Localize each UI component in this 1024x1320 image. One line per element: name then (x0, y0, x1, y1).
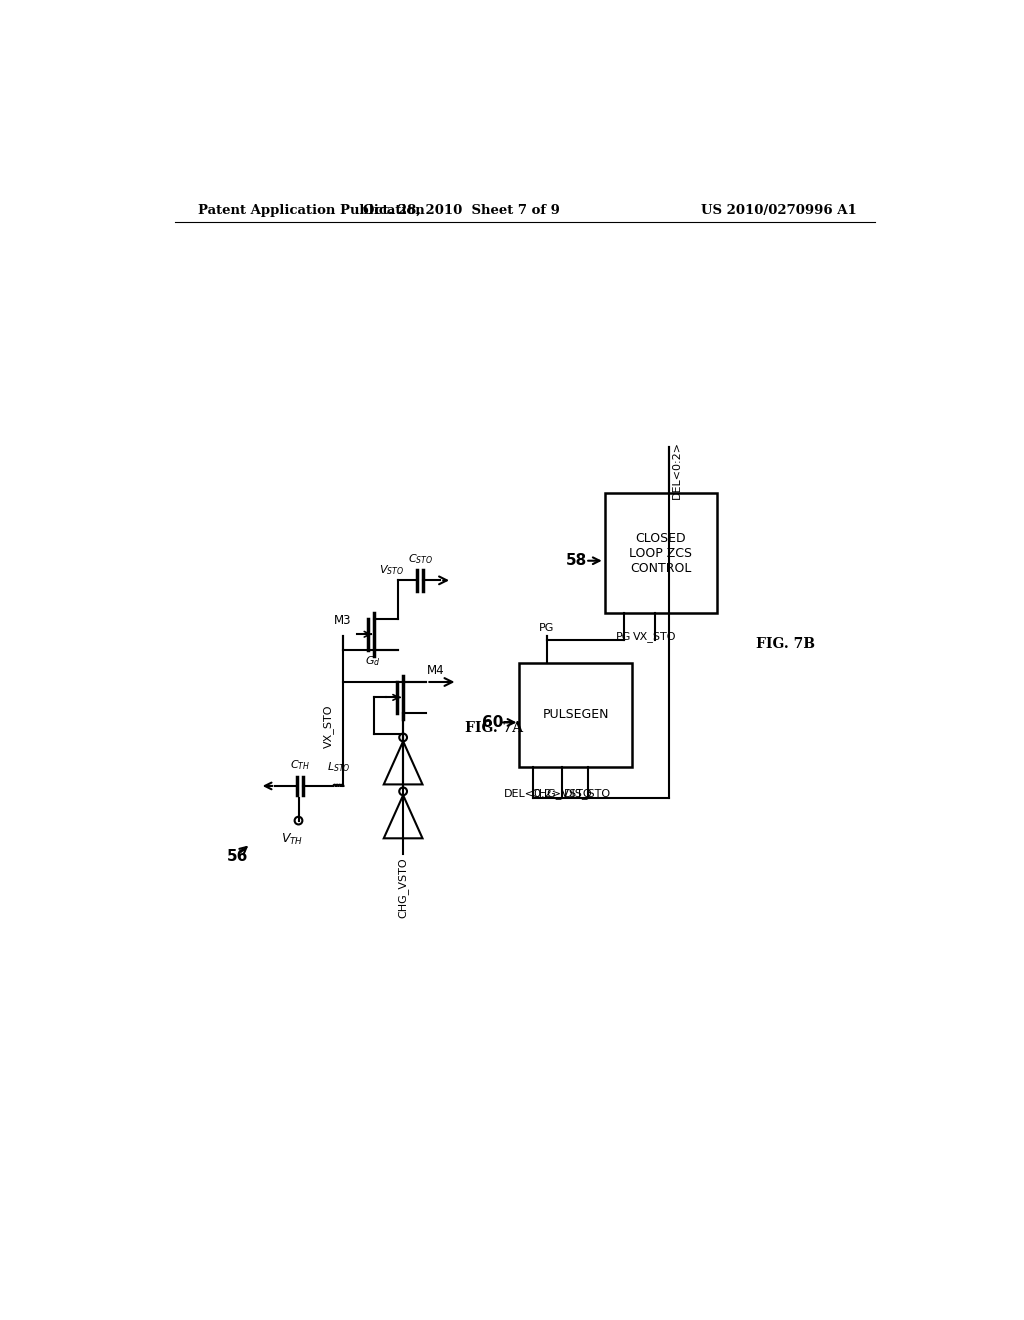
Bar (604, 494, 717, 612)
Text: Patent Application Publication: Patent Application Publication (198, 205, 425, 218)
Text: CLOSED
LOOP ZCS
CONTROL: CLOSED LOOP ZCS CONTROL (630, 532, 692, 574)
Text: PG: PG (539, 623, 554, 634)
Text: $C_{TH}$: $C_{TH}$ (290, 758, 310, 772)
Text: M4: M4 (426, 664, 444, 677)
Text: US 2010/0270996 A1: US 2010/0270996 A1 (700, 205, 856, 218)
Text: Oct. 28, 2010  Sheet 7 of 9: Oct. 28, 2010 Sheet 7 of 9 (362, 205, 560, 218)
Circle shape (399, 788, 407, 795)
Text: FIG. 7A: FIG. 7A (465, 721, 523, 735)
Text: 56: 56 (227, 849, 249, 865)
Bar (519, 663, 632, 767)
Text: M3: M3 (334, 614, 351, 627)
Text: FIG. 7B: FIG. 7B (756, 636, 815, 651)
Text: CHG_VSTO: CHG_VSTO (397, 858, 409, 919)
Circle shape (295, 817, 302, 825)
Text: 58: 58 (566, 553, 587, 568)
Text: VX_STO: VX_STO (633, 631, 677, 642)
Text: PG: PG (616, 632, 632, 642)
Text: $C_{STO}$: $C_{STO}$ (408, 553, 433, 566)
Text: $V_{TH}$: $V_{TH}$ (282, 832, 303, 847)
Text: $L_{STO}$: $L_{STO}$ (327, 760, 350, 774)
Text: 60: 60 (482, 715, 504, 730)
Text: VX_STO: VX_STO (324, 704, 334, 747)
Text: $G_d$: $G_d$ (366, 655, 381, 668)
Text: DEL<0:2>: DEL<0:2> (672, 441, 682, 499)
Text: $V_{STO}$: $V_{STO}$ (379, 562, 404, 577)
Text: DIS_STO: DIS_STO (564, 788, 611, 799)
Text: PULSEGEN: PULSEGEN (543, 709, 609, 721)
Circle shape (399, 734, 407, 742)
Text: DEL<0:2>: DEL<0:2> (505, 789, 562, 799)
Text: CHG_VSTO: CHG_VSTO (531, 788, 592, 799)
